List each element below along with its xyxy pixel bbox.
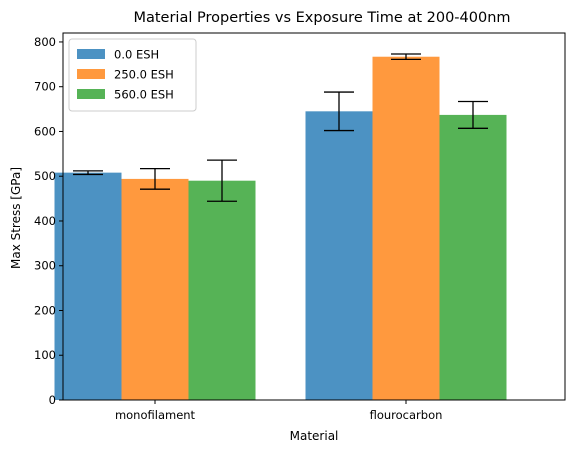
- x-axis-label: Material: [290, 429, 339, 443]
- legend-label-1: 0.0 ESH: [114, 48, 159, 62]
- bar-monofilament-series-1: [54, 172, 122, 400]
- y-tick-label: 300: [34, 259, 56, 273]
- error-bars-layer: [73, 53, 488, 202]
- error-bar-flourocarbon-series-2: [391, 53, 421, 61]
- bars-layer: [54, 56, 507, 400]
- error-bar-monofilament-series-2: [140, 167, 170, 190]
- bar-monofilament-series-2: [121, 178, 189, 400]
- y-tick-label: 400: [34, 214, 56, 228]
- error-bar-flourocarbon-series-1: [324, 91, 354, 132]
- bar-monofilament-series-3: [188, 180, 256, 400]
- bar-flourocarbon-series-2: [372, 56, 440, 400]
- x-tick-label: monofilament: [115, 408, 196, 422]
- legend-swatch-2: [77, 69, 105, 79]
- legend: 0.0 ESH 250.0 ESH 560.0 ESH: [68, 38, 197, 112]
- legend-swatch-3: [77, 89, 105, 99]
- legend-swatch-1: [77, 49, 105, 59]
- x-tick-label: flourocarbon: [370, 408, 443, 422]
- chart-title: Material Properties vs Exposure Time at …: [133, 10, 510, 26]
- axes-layer: 0 100 200 300 400 500 600 700 800 monofilament flo…: [34, 32, 566, 422]
- legend-label-2: 250.0 ESH: [114, 68, 174, 82]
- error-bar-monofilament-series-1: [73, 170, 103, 176]
- legend-label-3: 560.0 ESH: [114, 88, 174, 102]
- y-axis-label: Max Stress [GPa]: [9, 167, 23, 269]
- y-tick-label: 700: [34, 80, 56, 94]
- y-tick-label: 200: [34, 303, 56, 317]
- bar-flourocarbon-series-3: [439, 114, 507, 400]
- y-tick-label: 100: [34, 348, 56, 362]
- y-tick-label: 0: [49, 393, 56, 407]
- error-bar-monofilament-series-3: [207, 159, 237, 202]
- y-tick-label: 600: [34, 124, 56, 138]
- error-bar-flourocarbon-series-3: [458, 100, 488, 129]
- y-tick-label: 500: [34, 169, 56, 183]
- bar-flourocarbon-series-1: [305, 111, 373, 400]
- plot-frame: [62, 32, 566, 401]
- y-tick-label: 800: [34, 35, 56, 49]
